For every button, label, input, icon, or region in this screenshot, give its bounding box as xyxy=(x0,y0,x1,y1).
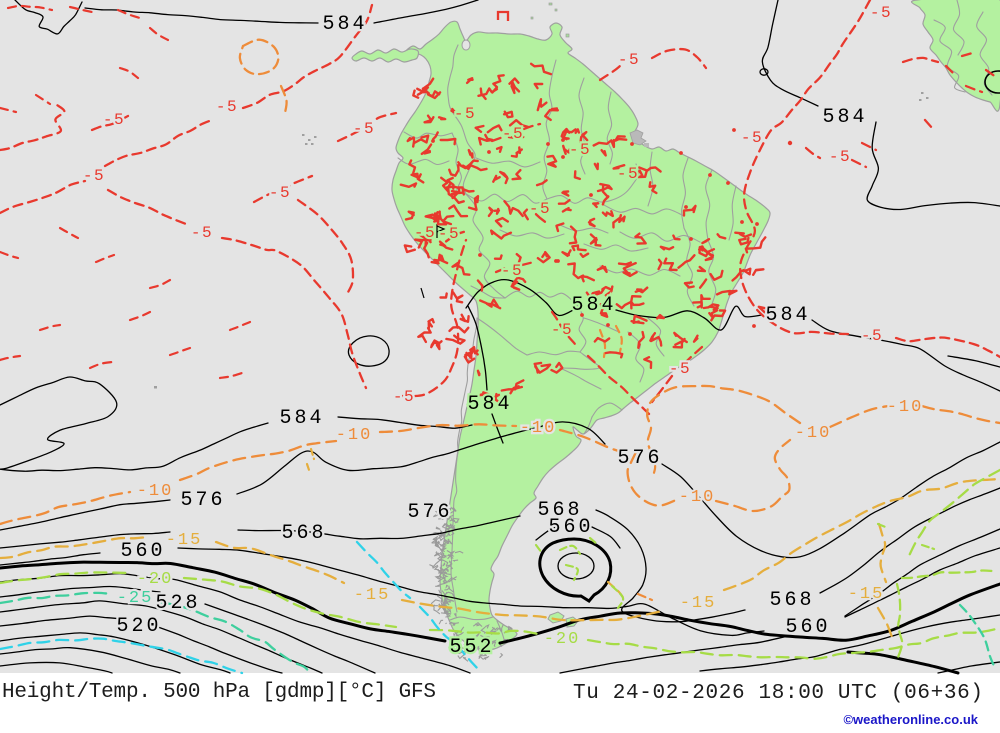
svg-text:584: 584 xyxy=(571,294,616,317)
svg-text:-10: -10 xyxy=(137,482,174,501)
svg-text:-10: -10 xyxy=(679,488,716,507)
svg-text:-5: -5 xyxy=(669,360,691,378)
svg-text:-5: -5 xyxy=(529,200,551,218)
svg-text:-5: -5 xyxy=(414,224,436,242)
svg-text:-5: -5 xyxy=(103,111,125,129)
svg-text:576: 576 xyxy=(617,447,662,470)
svg-text:528: 528 xyxy=(155,592,200,615)
svg-text:-5: -5 xyxy=(502,125,524,143)
svg-text:-5: -5 xyxy=(569,141,591,159)
svg-text:-5: -5 xyxy=(454,105,476,123)
svg-text:-5: -5 xyxy=(829,148,851,166)
svg-text:-20: -20 xyxy=(544,630,581,649)
svg-text:-5: -5 xyxy=(438,225,460,243)
svg-text:560: 560 xyxy=(120,540,165,563)
svg-text:-15: -15 xyxy=(680,594,717,613)
svg-text:584: 584 xyxy=(279,407,324,430)
svg-text:568: 568 xyxy=(281,522,326,545)
svg-text:-5: -5 xyxy=(617,165,639,183)
svg-text:©weatheronline.co.uk: ©weatheronline.co.uk xyxy=(843,712,978,727)
svg-text:-25: -25 xyxy=(117,589,154,608)
svg-text:552: 552 xyxy=(449,636,494,659)
svg-text:-20: -20 xyxy=(137,570,174,589)
svg-text:-10: -10 xyxy=(795,424,832,443)
svg-text:-10: -10 xyxy=(887,398,924,417)
svg-text:-15: -15 xyxy=(166,531,203,550)
svg-text:-5: -5 xyxy=(353,120,375,138)
svg-text:568: 568 xyxy=(769,589,814,612)
svg-text:-5: -5 xyxy=(741,129,763,147)
svg-text:568: 568 xyxy=(537,499,582,522)
svg-text:-5: -5 xyxy=(501,262,523,280)
svg-text:584: 584 xyxy=(822,106,867,129)
svg-text:-5: -5 xyxy=(191,224,213,242)
svg-text:560: 560 xyxy=(785,616,830,639)
svg-text:-10: -10 xyxy=(520,419,557,438)
svg-text:584: 584 xyxy=(765,304,810,327)
svg-text:-5: -5 xyxy=(83,167,105,185)
svg-text:584: 584 xyxy=(322,13,367,36)
svg-text:-15: -15 xyxy=(848,585,885,604)
svg-text:-5: -5 xyxy=(618,51,640,69)
svg-text:-5: -5 xyxy=(269,184,291,202)
svg-text:Height/Temp. 500 hPa [gdmp][°C: Height/Temp. 500 hPa [gdmp][°C] GFS xyxy=(2,681,436,704)
svg-text:-5: -5 xyxy=(870,4,892,22)
svg-text:576: 576 xyxy=(180,489,225,512)
svg-text:576: 576 xyxy=(407,501,452,524)
svg-text:-10: -10 xyxy=(336,426,373,445)
svg-text:-5: -5 xyxy=(551,321,573,339)
svg-text:584: 584 xyxy=(467,393,512,416)
svg-text:-5: -5 xyxy=(861,327,883,345)
svg-text:560: 560 xyxy=(548,516,593,539)
svg-text:-5: -5 xyxy=(216,98,238,116)
svg-text:520: 520 xyxy=(116,615,161,638)
svg-text:Tu 24-02-2026 18:00 UTC (06+36: Tu 24-02-2026 18:00 UTC (06+36) xyxy=(573,682,983,705)
svg-text:-15: -15 xyxy=(354,586,391,605)
svg-text:-5: -5 xyxy=(393,388,415,406)
